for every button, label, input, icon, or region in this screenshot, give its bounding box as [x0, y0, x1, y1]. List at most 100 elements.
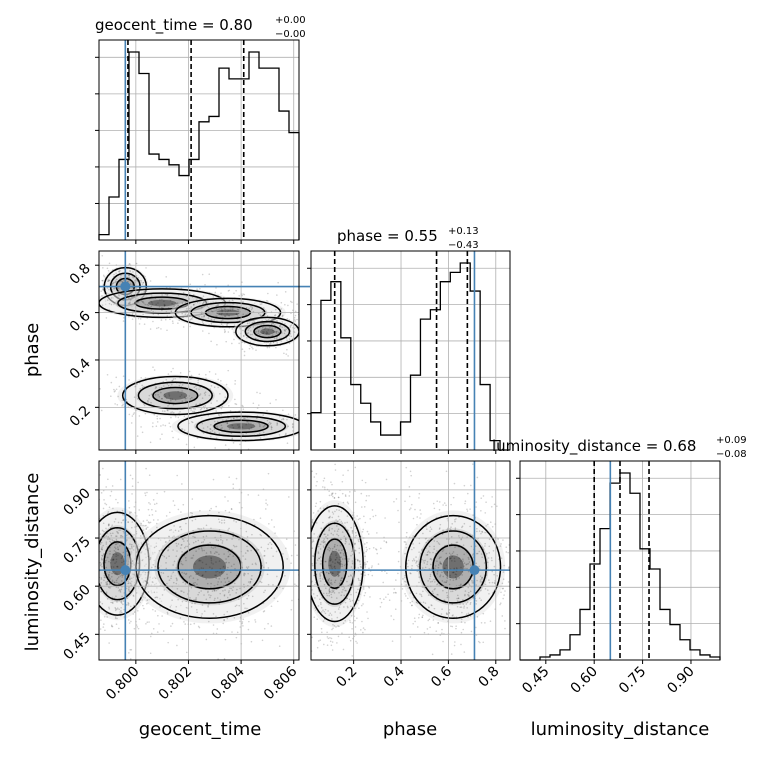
sample-point — [434, 587, 436, 590]
sample-point — [196, 573, 198, 575]
sample-point — [217, 539, 219, 542]
sample-point — [75, 576, 77, 578]
sample-point — [147, 400, 149, 403]
sample-point — [202, 541, 205, 543]
sample-point — [231, 538, 233, 540]
sample-point — [203, 594, 205, 596]
sample-point — [70, 301, 72, 303]
sample-point — [451, 560, 453, 562]
sample-point — [167, 405, 169, 407]
sample-point — [351, 627, 353, 630]
sample-point — [328, 549, 331, 552]
sample-point — [484, 531, 486, 534]
sample-point — [168, 579, 171, 581]
contour-line — [321, 538, 348, 590]
sample-point — [249, 305, 252, 308]
sample-point — [99, 543, 102, 545]
sample-point — [470, 545, 473, 548]
sample-point — [108, 523, 110, 526]
sample-point — [319, 574, 322, 577]
sample-point — [221, 540, 224, 542]
sample-point — [182, 581, 184, 584]
sample-point — [144, 412, 147, 415]
sample-point — [165, 557, 168, 559]
sample-point — [418, 551, 420, 553]
sample-point — [108, 606, 110, 609]
sample-point — [185, 651, 188, 654]
sample-point — [137, 627, 140, 630]
sample-point — [293, 331, 296, 334]
sample-point — [169, 398, 172, 400]
sample-point — [232, 535, 234, 538]
sample-point — [395, 498, 398, 500]
sample-point — [294, 544, 297, 546]
sample-point — [443, 502, 446, 504]
sample-point — [321, 631, 323, 634]
sample-point — [92, 536, 94, 538]
sample-point — [303, 365, 305, 367]
sample-point — [374, 514, 377, 517]
sample-point — [521, 547, 523, 549]
sample-point — [537, 518, 539, 520]
sample-point — [499, 603, 501, 606]
sample-point — [356, 515, 358, 517]
sample-point — [316, 559, 319, 561]
sample-point — [228, 428, 231, 430]
sample-point — [275, 332, 278, 335]
sample-point — [122, 603, 124, 606]
sample-point — [88, 565, 90, 567]
sample-point — [218, 553, 220, 556]
sample-point — [492, 549, 495, 552]
sample-point — [312, 539, 314, 541]
sample-point — [350, 566, 353, 568]
sample-point — [144, 525, 146, 527]
sample-point — [116, 608, 118, 611]
sample-point — [146, 303, 149, 306]
sample-point — [166, 611, 169, 614]
sample-point — [441, 550, 444, 553]
sample-point — [218, 571, 221, 574]
sample-point — [340, 579, 342, 581]
sample-point — [358, 607, 360, 610]
sample-point — [496, 575, 499, 577]
sample-point — [358, 560, 361, 562]
sample-point — [143, 607, 145, 610]
sample-point — [346, 605, 349, 608]
sample-point — [433, 578, 435, 581]
sample-point — [205, 563, 208, 566]
sample-point — [488, 581, 491, 584]
sample-point — [105, 317, 108, 319]
sample-point — [421, 558, 423, 561]
sample-point — [291, 599, 293, 602]
sample-point — [288, 524, 290, 526]
sample-point — [246, 545, 248, 548]
sample-point — [317, 543, 320, 545]
sample-point — [336, 561, 339, 563]
sample-point — [109, 532, 112, 535]
sample-point — [206, 407, 208, 410]
sample-point — [207, 307, 210, 309]
sample-point — [333, 581, 336, 584]
sample-point — [212, 613, 215, 615]
sample-point — [213, 326, 216, 329]
sample-point — [95, 623, 97, 625]
sample-point — [120, 574, 123, 576]
sample-point — [234, 383, 236, 385]
sample-point — [316, 330, 318, 332]
sample-point — [116, 573, 118, 575]
sample-point — [230, 508, 233, 511]
sample-point — [486, 561, 489, 564]
sample-point — [442, 549, 445, 551]
sample-point — [278, 586, 281, 589]
sample-point — [226, 422, 229, 424]
sample-point — [364, 481, 367, 484]
sample-point — [242, 293, 244, 295]
sample-point — [181, 563, 184, 566]
panel-frame — [310, 460, 511, 661]
sample-point — [334, 463, 336, 466]
sample-point — [453, 560, 456, 562]
sample-point — [330, 553, 333, 556]
sample-point — [350, 614, 353, 617]
sample-point — [327, 435, 329, 437]
sample-point — [393, 588, 396, 590]
